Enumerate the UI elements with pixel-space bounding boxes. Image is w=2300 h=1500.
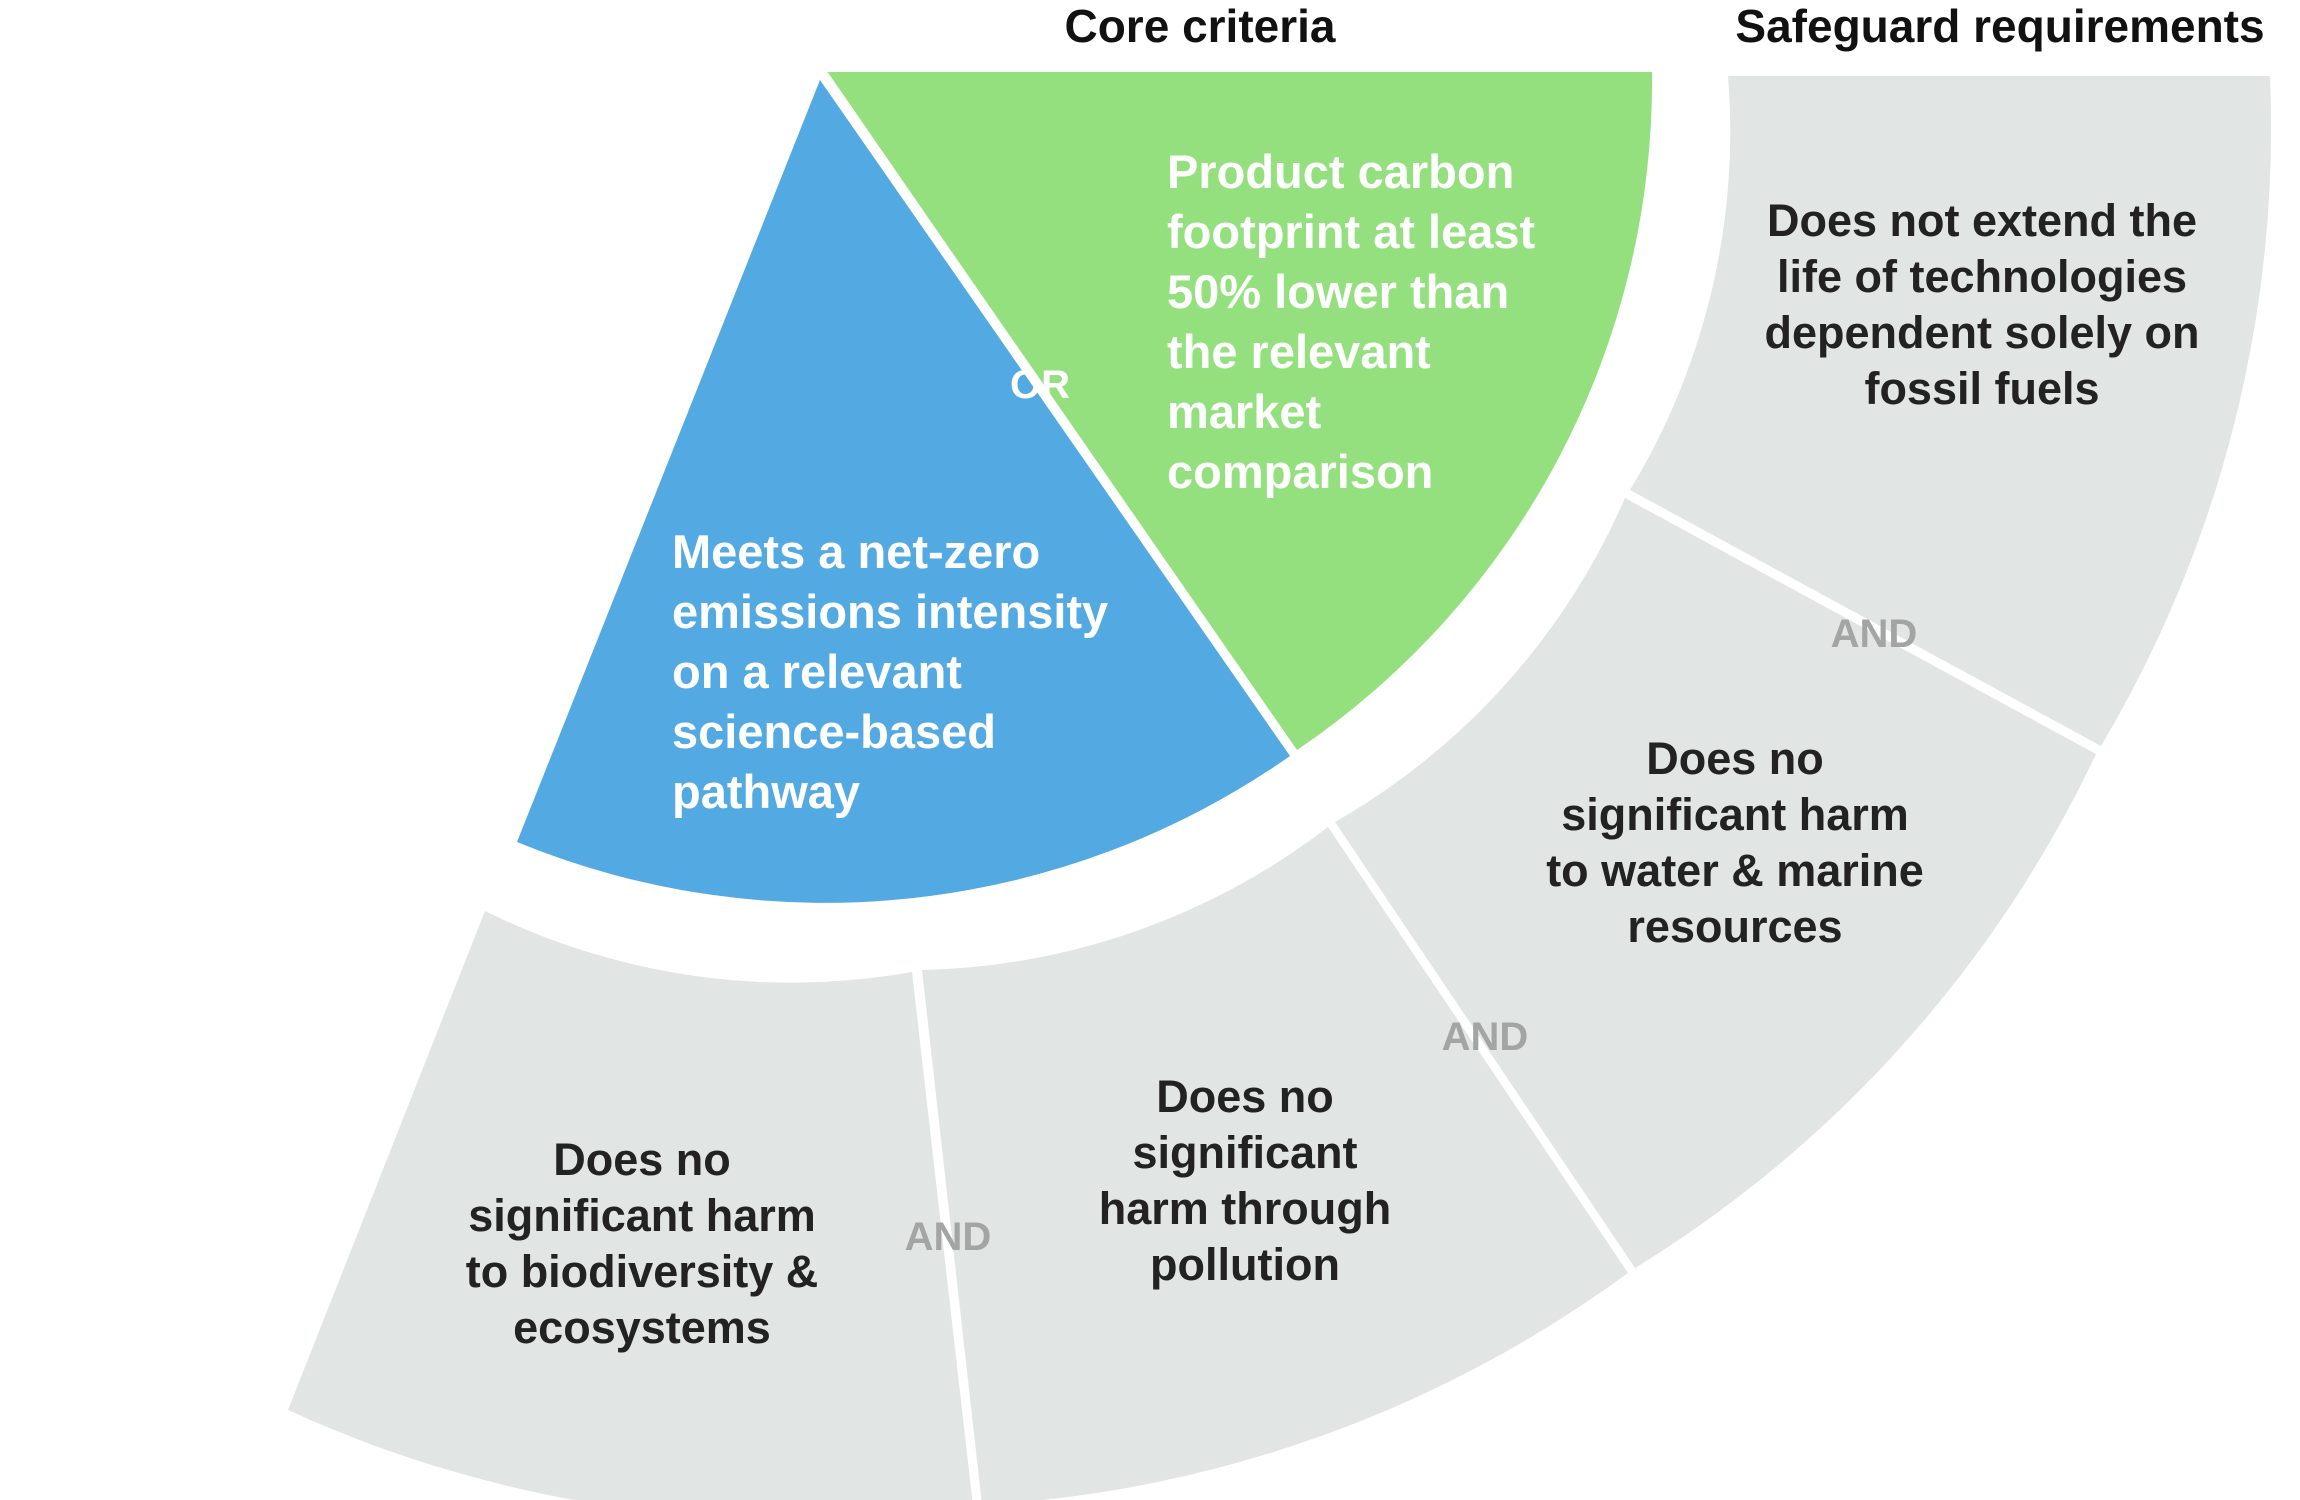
safeguard-divider-2 bbox=[1326, 816, 1637, 1274]
label-line: market bbox=[1167, 385, 1321, 438]
label-line: significant harm bbox=[1561, 789, 1909, 840]
label-line: on a relevant bbox=[672, 645, 962, 698]
label-line: 50% lower than bbox=[1167, 265, 1509, 318]
and-connector-2: AND bbox=[1442, 1015, 1529, 1059]
and-connector-3: AND bbox=[905, 1215, 992, 1259]
safeguard-requirements-heading: Safeguard requirements bbox=[1735, 0, 2264, 52]
label-line: Product carbon bbox=[1167, 145, 1514, 198]
carbon-footprint-segment bbox=[827, 72, 1653, 750]
label-line: the relevant bbox=[1167, 325, 1431, 378]
safeguard-divider-3 bbox=[914, 967, 980, 1500]
label-line: Does no bbox=[553, 1134, 731, 1185]
label-line: Does no bbox=[1646, 733, 1824, 784]
pollution-label: Does no significant harm through pollution bbox=[1099, 1071, 1391, 1290]
pollution-segment bbox=[922, 827, 1628, 1500]
label-line: harm through bbox=[1099, 1183, 1391, 1234]
label-line: Does not extend the bbox=[1767, 195, 2197, 246]
safeguard-divider-1 bbox=[1622, 489, 2106, 755]
fossil-fuels-segment bbox=[1630, 76, 2272, 746]
fossil-fuels-label: Does not extend the life of technologies d… bbox=[1764, 195, 2199, 414]
or-connector: OR bbox=[1010, 363, 1070, 407]
label-line: comparison bbox=[1167, 445, 1433, 498]
label-line: dependent solely on bbox=[1764, 307, 2199, 358]
label-line: to biodiversity & bbox=[466, 1246, 819, 1297]
label-line: significant bbox=[1132, 1127, 1357, 1178]
label-line: to water & marine bbox=[1546, 845, 1924, 896]
label-line: life of technologies bbox=[1777, 251, 2187, 302]
label-line: Does no bbox=[1156, 1071, 1334, 1122]
label-line: ecosystems bbox=[513, 1302, 771, 1353]
core-divider-line bbox=[823, 72, 1297, 755]
biodiversity-ecosystems-segment bbox=[288, 911, 973, 1500]
label-line: science-based bbox=[672, 705, 996, 758]
label-line: footprint at least bbox=[1167, 205, 1536, 258]
label-line: significant harm bbox=[468, 1190, 816, 1241]
net-zero-label: Meets a net-zero emissions intensity on a … bbox=[672, 525, 1108, 818]
label-line: pathway bbox=[672, 765, 860, 818]
label-line: resources bbox=[1627, 901, 1842, 952]
and-connector-1: AND bbox=[1831, 612, 1918, 656]
label-line: emissions intensity bbox=[672, 585, 1108, 638]
core-criteria-heading: Core criteria bbox=[1064, 0, 1335, 52]
water-marine-segment bbox=[1335, 498, 2096, 1268]
label-line: Meets a net-zero bbox=[672, 525, 1040, 578]
label-line: pollution bbox=[1150, 1239, 1340, 1290]
water-marine-label: Does no significant harm to water & marine… bbox=[1546, 733, 1924, 952]
carbon-footprint-label: Product carbon footprint at least 50% lowe… bbox=[1167, 145, 1536, 498]
biodiversity-ecosystems-label: Does no significant harm to biodiversity &… bbox=[466, 1134, 819, 1353]
net-zero-segment bbox=[517, 80, 1290, 903]
label-line: fossil fuels bbox=[1864, 363, 2099, 414]
